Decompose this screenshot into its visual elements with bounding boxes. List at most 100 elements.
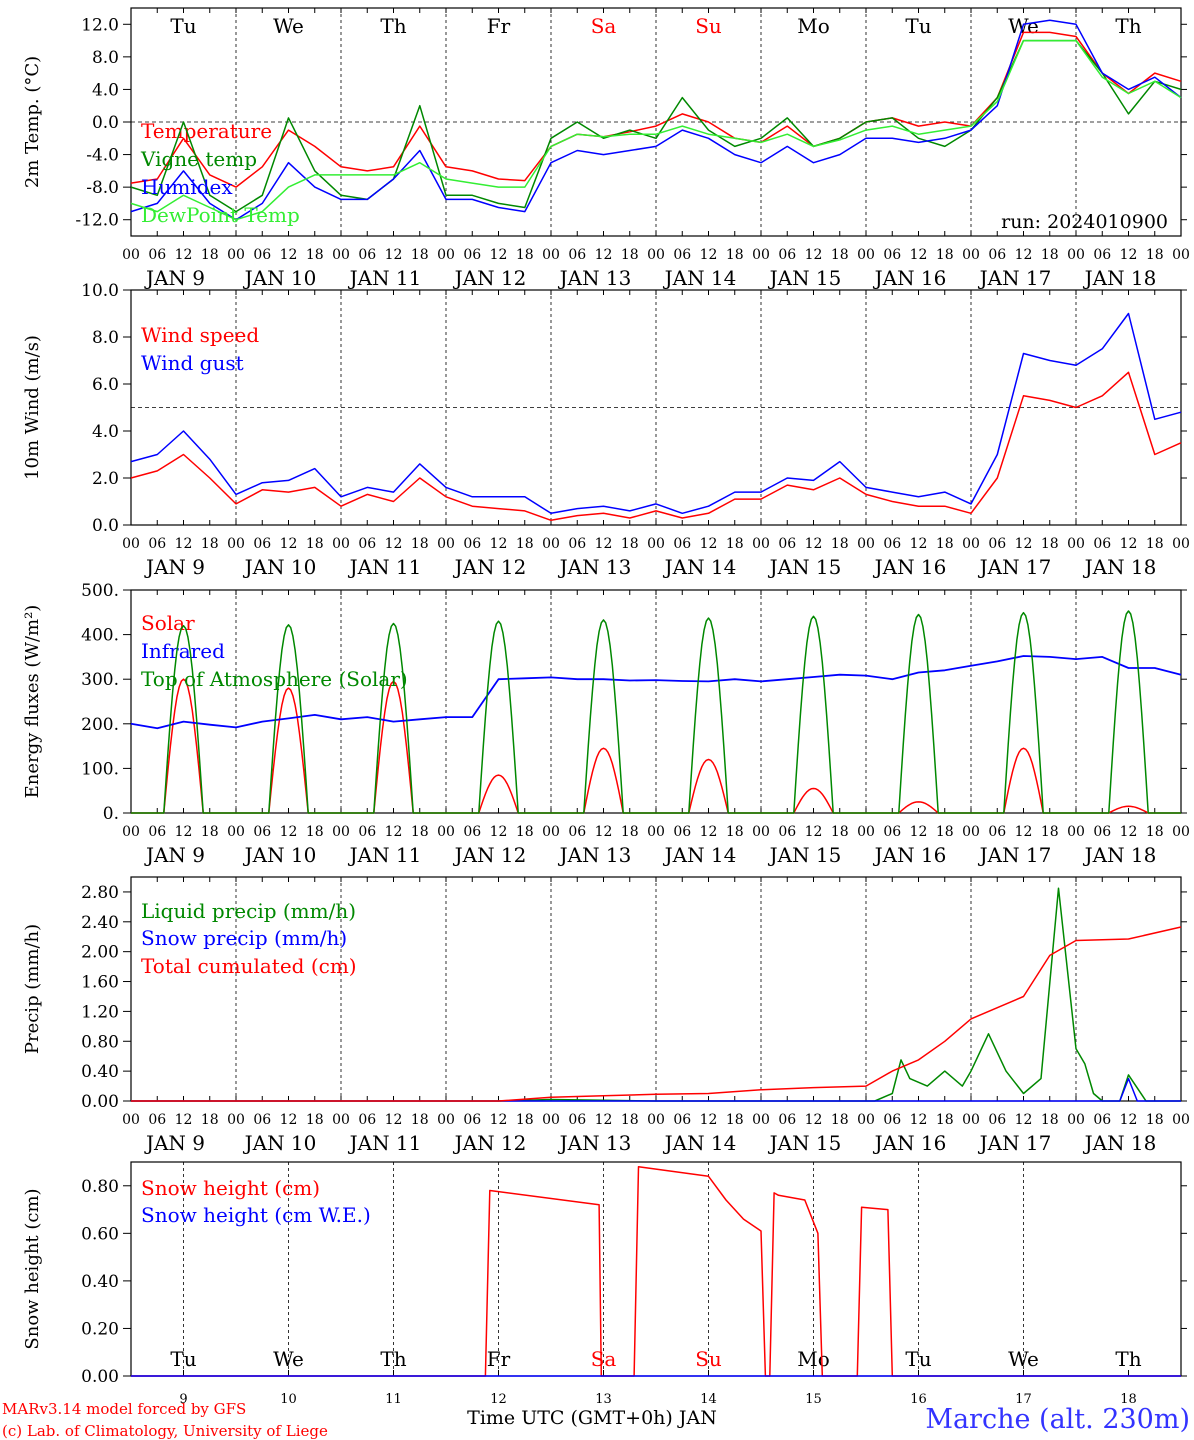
x-hour-label: 00 xyxy=(1067,247,1085,263)
x-date-label: JAN 14 xyxy=(663,1131,737,1155)
x-hour-label: 18 xyxy=(306,824,324,840)
legend-label: Humidex xyxy=(141,175,233,199)
x-day-number-label: 12 xyxy=(490,1392,507,1407)
x-hour-label: 06 xyxy=(463,536,481,552)
x-date-label: JAN 15 xyxy=(768,266,842,290)
legend-label: Snow height (cm) xyxy=(141,1176,320,1200)
x-date-label: JAN 17 xyxy=(978,555,1052,579)
x-hour-label: 00 xyxy=(1067,536,1085,552)
x-hour-label: 06 xyxy=(148,1112,166,1128)
x-hour-label: 18 xyxy=(726,247,744,263)
x-hour-label: 18 xyxy=(936,536,954,552)
x-date-label: JAN 17 xyxy=(978,1131,1052,1155)
legend-label: Temperature xyxy=(141,119,272,143)
x-date-label: JAN 13 xyxy=(558,555,632,579)
x-hour-label: 12 xyxy=(805,1112,823,1128)
x-date-label: JAN 13 xyxy=(558,1131,632,1155)
x-date-label: JAN 16 xyxy=(873,1131,947,1155)
x-hour-label: 18 xyxy=(936,824,954,840)
x-hour-label: 06 xyxy=(148,824,166,840)
x-hour-label: 12 xyxy=(280,824,298,840)
y-tick-label: 10.0 xyxy=(81,281,119,301)
y-tick-label: 0.20 xyxy=(81,1319,119,1339)
x-hour-label: 18 xyxy=(1041,536,1059,552)
x-hour-label: 06 xyxy=(883,536,901,552)
legend-label: Vigne temp xyxy=(140,147,257,171)
x-hour-label: 12 xyxy=(1120,536,1138,552)
x-hour-label: 06 xyxy=(568,824,586,840)
x-hour-label: 18 xyxy=(621,536,639,552)
x-hour-label: 18 xyxy=(831,824,849,840)
x-hour-label: 00 xyxy=(857,824,875,840)
legend-label: DewPoint Temp xyxy=(141,203,300,227)
x-date-label: JAN 11 xyxy=(348,266,422,290)
x-hour-label: 12 xyxy=(490,824,508,840)
x-hour-label: 12 xyxy=(805,824,823,840)
series-line xyxy=(130,39,1182,221)
x-date-label: JAN 18 xyxy=(1083,266,1157,290)
x-hour-label: 18 xyxy=(1146,536,1164,552)
x-date-label: JAN 18 xyxy=(1083,843,1157,867)
x-hour-label: 00 xyxy=(122,824,140,840)
x-date-label: JAN 16 xyxy=(873,843,947,867)
x-hour-label: 18 xyxy=(411,536,429,552)
x-hour-label: 18 xyxy=(726,1112,744,1128)
credit-line-2: (c) Lab. of Climatology, University of L… xyxy=(2,1422,328,1440)
y-tick-label: 0.60 xyxy=(81,1224,119,1244)
x-hour-label: 12 xyxy=(595,1112,613,1128)
x-hour-label: 12 xyxy=(175,824,193,840)
x-hour-label: 18 xyxy=(726,824,744,840)
x-hour-label: 00 xyxy=(122,1112,140,1128)
x-day-number-label: 15 xyxy=(805,1392,822,1407)
x-hour-label: 06 xyxy=(358,824,376,840)
y-tick-label: 0.80 xyxy=(81,1032,119,1052)
y-tick-label: 12.0 xyxy=(81,15,119,35)
x-hour-label: 12 xyxy=(490,1112,508,1128)
x-hour-label: 12 xyxy=(1015,1112,1033,1128)
x-hour-label: 06 xyxy=(568,1112,586,1128)
series-line xyxy=(131,1077,1181,1102)
y-tick-label: 400. xyxy=(81,626,119,646)
y-tick-label: 0.80 xyxy=(81,1177,119,1197)
weekday-label: We xyxy=(273,1347,304,1371)
x-hour-label: 00 xyxy=(1067,1112,1085,1128)
y-tick-label: 0.0 xyxy=(92,113,119,133)
x-date-label: JAN 17 xyxy=(978,843,1052,867)
x-axis-title: Time UTC (GMT+0h) JAN xyxy=(467,1407,717,1429)
y-tick-label: 4.0 xyxy=(92,80,119,100)
series-line xyxy=(131,926,1182,1102)
y-tick-label: 500. xyxy=(81,581,119,601)
x-hour-label: 18 xyxy=(1146,1112,1164,1128)
x-hour-label: 06 xyxy=(1093,1112,1111,1128)
weekday-label: Mo xyxy=(797,1347,830,1371)
x-hour-label: 12 xyxy=(700,247,718,263)
credit-line-1: MARv3.14 model forced by GFS xyxy=(2,1400,246,1418)
y-tick-label: 2.40 xyxy=(81,913,119,933)
x-hour-label: 18 xyxy=(201,536,219,552)
x-hour-label: 00 xyxy=(227,536,245,552)
x-date-label: JAN 14 xyxy=(663,266,737,290)
y-tick-label: -12.0 xyxy=(75,211,119,231)
x-hour-label: 12 xyxy=(175,1112,193,1128)
x-hour-label: 18 xyxy=(936,1112,954,1128)
x-hour-label: 12 xyxy=(490,536,508,552)
x-hour-label: 00 xyxy=(332,1112,350,1128)
x-hour-label: 00 xyxy=(332,824,350,840)
x-hour-label: 00 xyxy=(542,1112,560,1128)
x-hour-label: 00 xyxy=(542,824,560,840)
x-date-label: JAN 15 xyxy=(768,555,842,579)
x-date-label: JAN 16 xyxy=(873,555,947,579)
x-hour-label: 18 xyxy=(621,1112,639,1128)
x-hour-label: 18 xyxy=(306,536,324,552)
x-hour-label: 00 xyxy=(437,247,455,263)
weekday-label: Th xyxy=(1115,1347,1141,1371)
x-hour-label: 00 xyxy=(1067,824,1085,840)
x-date-label: JAN 10 xyxy=(243,266,317,290)
x-day-number-label: 10 xyxy=(280,1392,297,1407)
x-date-label: JAN 15 xyxy=(768,1131,842,1155)
x-hour-label: 18 xyxy=(831,247,849,263)
y-axis-label: 10m Wind (m/s) xyxy=(22,335,43,480)
x-hour-label: 18 xyxy=(1041,1112,1059,1128)
x-hour-label: 06 xyxy=(1093,247,1111,263)
